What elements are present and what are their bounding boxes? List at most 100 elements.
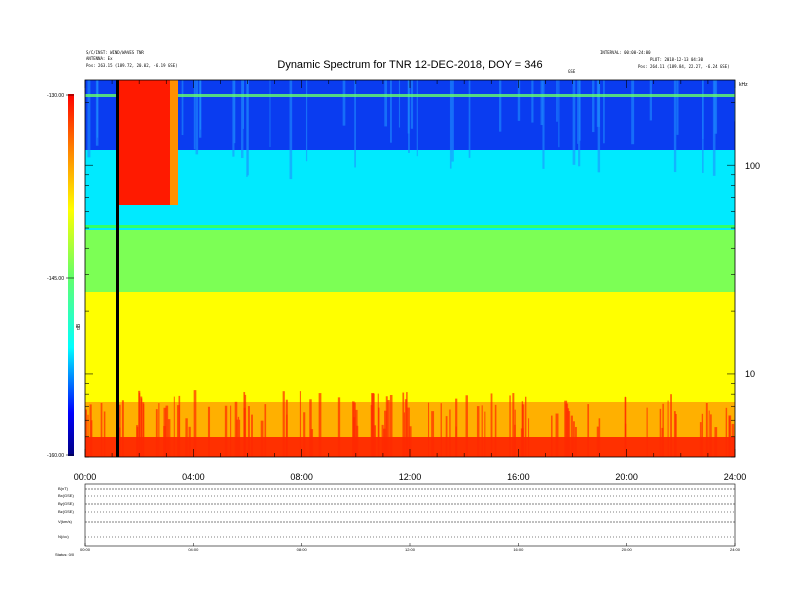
x-tick-label: 00:00 <box>74 472 97 482</box>
colorbar-label-bottom: -160.00 <box>47 453 64 459</box>
streak-blue <box>342 80 346 126</box>
streak-blue <box>289 80 293 180</box>
streak-blue <box>714 80 718 134</box>
band-green <box>85 230 735 292</box>
streak-red <box>121 400 124 457</box>
streak-red <box>384 410 387 457</box>
x-axis-labels: 00:00 04:00 08:00 12:00 16:00 20:00 24:00 <box>74 472 747 482</box>
spectrogram <box>85 80 735 457</box>
streak-red <box>484 411 486 457</box>
lower-x-tick-label: 12:00 <box>405 547 416 552</box>
streak-red <box>138 392 141 457</box>
streak-red <box>100 402 103 457</box>
x-axis-ticks <box>84 80 736 457</box>
lower-row-label: B(nT) <box>58 486 69 491</box>
streak-red <box>140 398 143 457</box>
streak-red <box>185 418 188 457</box>
lower-row-label: By(GSE) <box>58 501 74 506</box>
streak-blue <box>233 80 236 144</box>
colorbar <box>68 94 74 456</box>
streak-blue <box>597 80 601 173</box>
streak-blue <box>592 80 595 133</box>
streak-blue <box>232 80 235 157</box>
streak-red <box>568 411 571 457</box>
lower-x-tick-label: 08:00 <box>297 547 308 552</box>
streak-red <box>163 425 166 457</box>
streak-red <box>381 424 384 457</box>
streak-red <box>234 401 238 457</box>
streak-blue <box>712 80 716 176</box>
streak-red <box>476 406 480 457</box>
streak-blue <box>542 80 545 169</box>
streak-red <box>624 397 627 457</box>
streak-red <box>136 427 139 457</box>
lower-x-tick-label: 20:00 <box>622 547 633 552</box>
streak-red <box>440 403 442 457</box>
streak-blue <box>702 80 704 139</box>
x-tick-label: 12:00 <box>399 472 422 482</box>
streak-blue <box>631 80 635 145</box>
streak-red <box>494 404 497 457</box>
streak-red <box>318 393 322 457</box>
streak-red <box>565 403 569 457</box>
streak-red <box>524 396 527 457</box>
streak-red <box>236 419 238 457</box>
streak-blue <box>603 80 605 144</box>
streak-red <box>207 406 211 457</box>
header-left-line-3: Pos: 263.15 (189.72, 20.02, -6.19 GSE) <box>86 63 178 68</box>
streak-red <box>708 410 710 457</box>
x-tick-label: 24:00 <box>724 472 747 482</box>
streak-red <box>512 393 515 457</box>
streak-red <box>667 400 669 457</box>
streak-red <box>353 402 356 457</box>
header-right-line-1: INTERVAL: 00:00-24:00 <box>600 50 651 55</box>
lower-x-tick-label: 24:00 <box>730 547 741 552</box>
streak-red <box>465 395 468 457</box>
streak-red <box>587 404 590 457</box>
streak-band <box>85 225 735 228</box>
header-right-line-3: Pos: 264.11 (189.84, 22.27, -6.24 GSE) <box>638 64 730 69</box>
lower-row-label: Bx(GSE) <box>58 493 74 498</box>
streak-red <box>407 407 410 457</box>
streak-blue <box>558 80 560 148</box>
lower-row-label: N(/cc) <box>58 534 69 539</box>
streak-red <box>143 404 145 457</box>
lower-row-label: V(km/s) <box>58 519 72 524</box>
streak-red <box>389 395 393 457</box>
x-tick-label: 04:00 <box>182 472 205 482</box>
lower-x-tick-label: 00:00 <box>80 547 91 552</box>
x-tick-label: 20:00 <box>615 472 638 482</box>
streak-red <box>555 413 559 457</box>
streak-blue <box>449 80 452 169</box>
lower-panels: B(nT) Bx(GSE) By(GSE) Bz(GSE) V(km/s) N(/cc) 0… <box>58 483 741 552</box>
streak-blue <box>676 80 679 135</box>
streak-blue <box>408 80 410 153</box>
streak-red <box>165 405 169 457</box>
streak-red <box>247 406 250 457</box>
streak-blue <box>389 80 392 143</box>
streak-red <box>299 391 302 457</box>
streak-red <box>310 429 314 457</box>
streak-red <box>178 395 181 457</box>
y-tick-label-100: 100 <box>745 161 760 171</box>
streak-red <box>282 391 285 457</box>
streak-blue <box>468 80 471 158</box>
streak-red <box>428 402 430 457</box>
streak-red <box>670 394 672 457</box>
streak-red <box>243 392 246 457</box>
streak-red <box>449 409 451 457</box>
colorbar-label-mid: -145.00 <box>47 276 64 282</box>
streak-blue <box>572 80 576 165</box>
y-axis-unit: kHz <box>739 82 748 88</box>
streak-red <box>661 427 664 457</box>
streak-red <box>673 411 676 457</box>
streak-blue <box>87 80 91 158</box>
streak-red <box>356 425 359 457</box>
chart-title: Dynamic Spectrum for TNR 12-DEC-2018, DO… <box>277 59 542 71</box>
streak-blue <box>181 80 184 136</box>
streak-blue <box>540 80 544 126</box>
streak-red <box>251 414 253 457</box>
streak-red <box>103 411 106 457</box>
band-cyan <box>85 150 735 230</box>
